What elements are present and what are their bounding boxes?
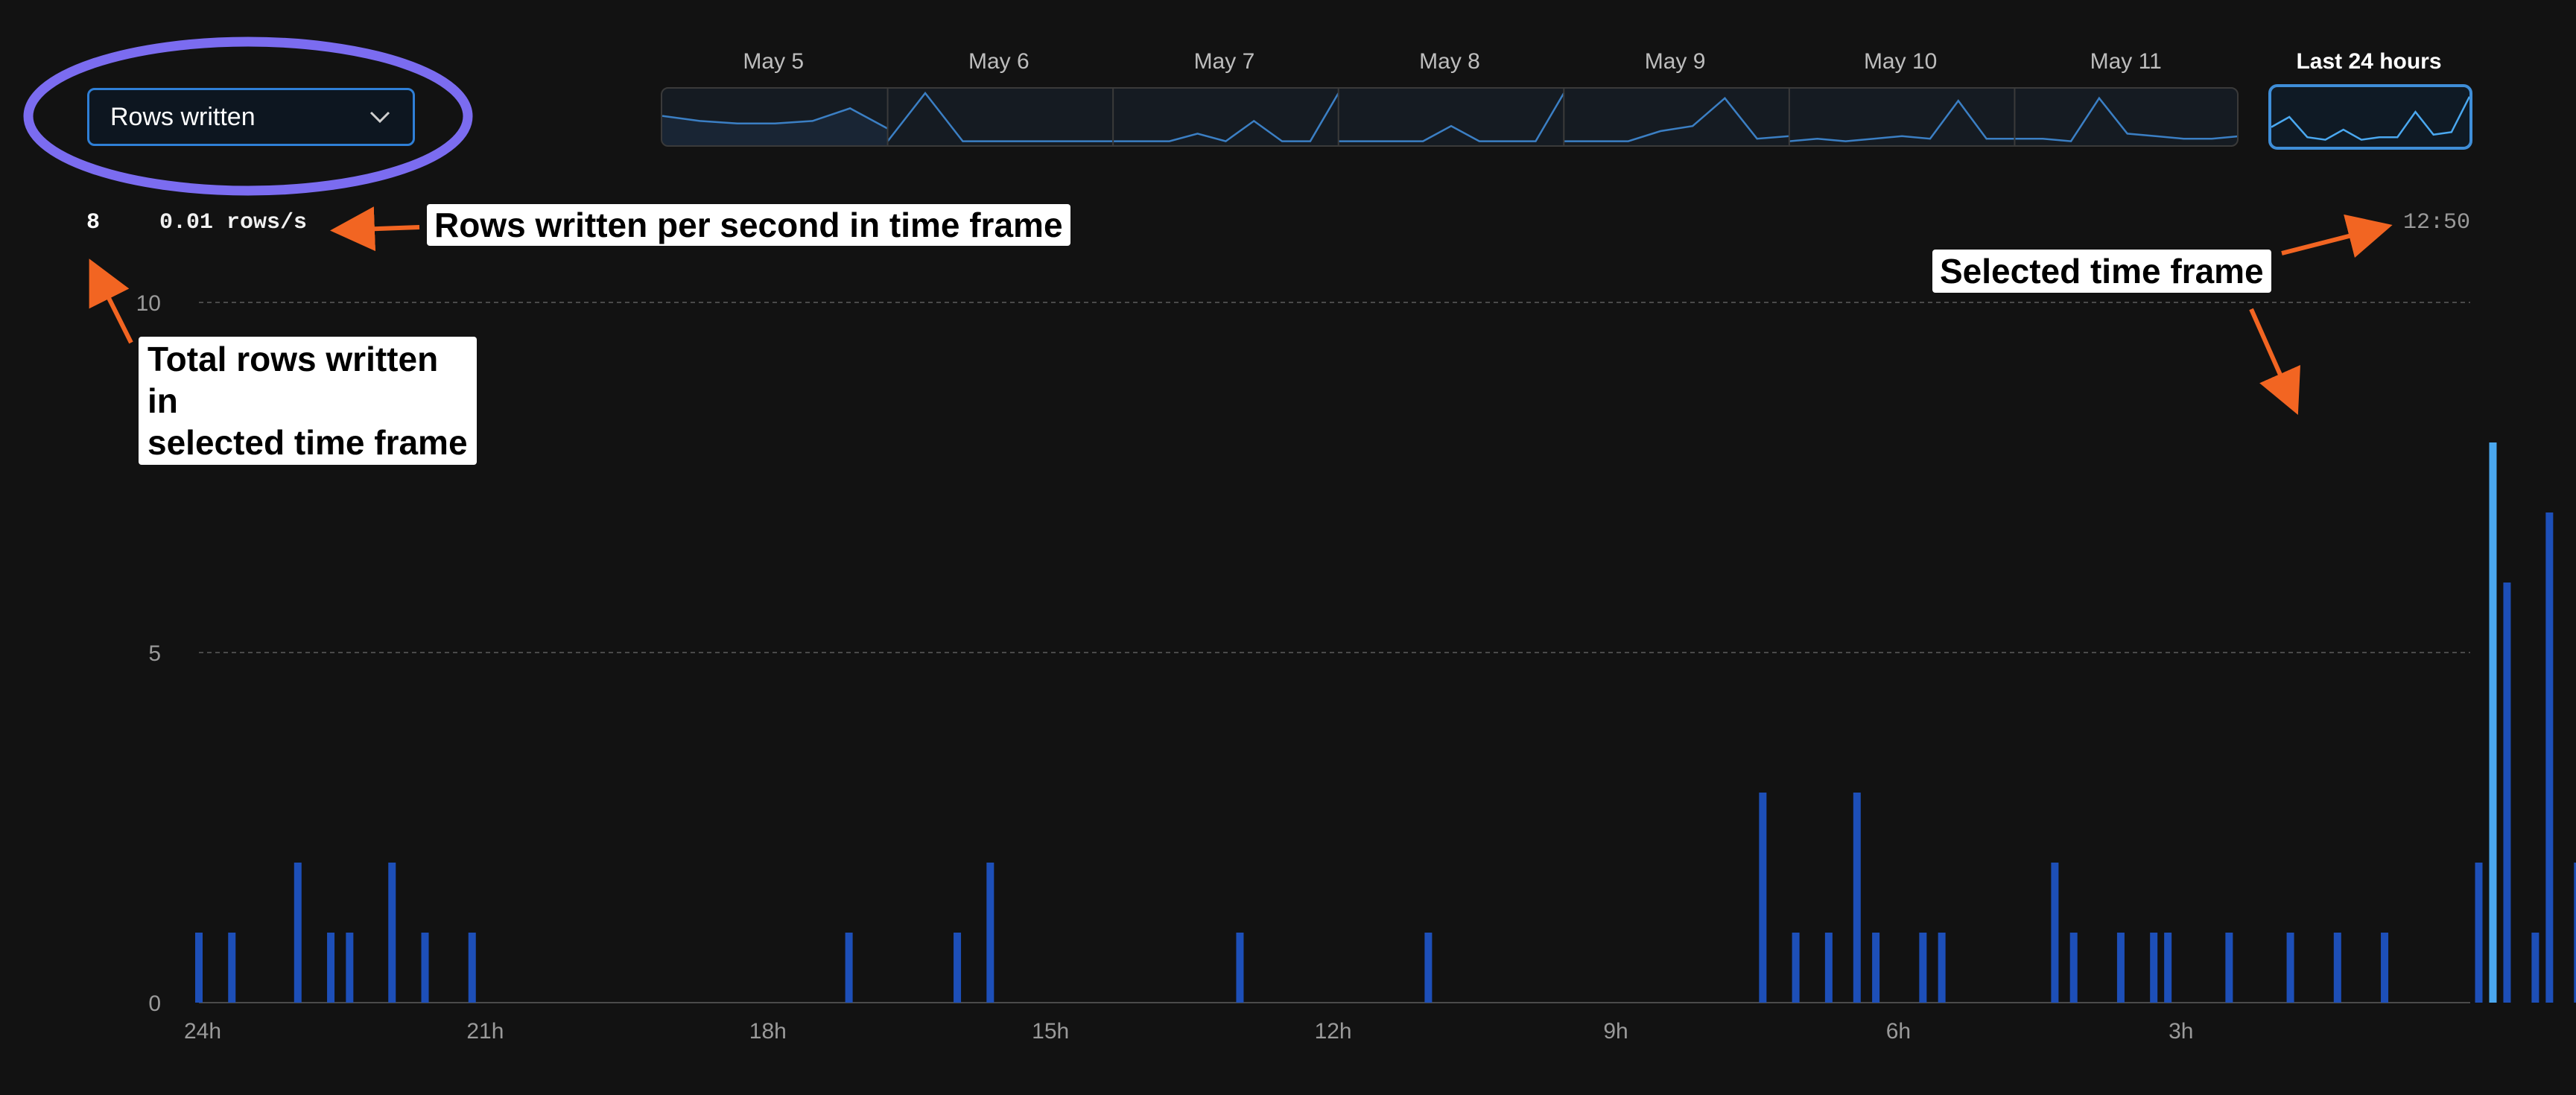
last24-sparkline [2271, 96, 2469, 141]
bar [1792, 933, 1800, 1003]
bar [2531, 933, 2539, 1003]
day-label: May 9 [1644, 49, 1706, 74]
x-tick-label: 24h [184, 1019, 221, 1044]
bar [2164, 933, 2172, 1003]
sparkline [662, 107, 889, 130]
bar [2286, 933, 2294, 1003]
bar [954, 933, 962, 1003]
y-tick-label: 5 [148, 641, 161, 666]
bar-selected [2489, 442, 2497, 1003]
bar [468, 933, 476, 1003]
sparkline [2014, 96, 2237, 142]
x-tick-label: 21h [466, 1019, 504, 1044]
bar [1236, 933, 1244, 1003]
bar [421, 933, 429, 1003]
bar [294, 863, 302, 1003]
bar [1424, 933, 1433, 1003]
bar [1938, 933, 1946, 1003]
sparkline [1789, 99, 2015, 142]
bar [2225, 933, 2233, 1003]
bar [1872, 933, 1880, 1003]
y-tick-label: 10 [136, 291, 161, 316]
sparkline [1113, 92, 1339, 142]
end-time: 12:50 [2403, 210, 2471, 235]
bar [2051, 863, 2059, 1003]
x-tick-label: 9h [1603, 1019, 1628, 1044]
chevron-down-icon [369, 111, 390, 124]
bar [2333, 933, 2341, 1003]
x-tick-label: 3h [2169, 1019, 2193, 1044]
bar [1759, 793, 1767, 1003]
bar [2475, 863, 2483, 1003]
callout-rate: Rows written per second in time frame [427, 204, 1070, 246]
sparkline [1564, 97, 1789, 142]
metric-select[interactable]: Rows written [87, 88, 415, 146]
sparkline [886, 91, 1114, 142]
bar [2116, 933, 2125, 1003]
last24-label: Last 24 hours [2296, 49, 2442, 74]
callout-total-line2: selected time frame [147, 423, 468, 462]
range-strip[interactable] [661, 87, 2239, 147]
y-tick-label: 0 [148, 991, 161, 1016]
callout-selected: Selected time frame [1932, 250, 2271, 293]
bar [346, 933, 354, 1003]
day-label: May 5 [743, 49, 805, 74]
sparkline [1338, 92, 1565, 142]
bar [2150, 933, 2158, 1003]
bar [2069, 933, 2078, 1003]
bar [2574, 863, 2576, 1003]
day-label: May 10 [1863, 49, 1938, 74]
bar [2381, 933, 2389, 1003]
sparkline [2271, 96, 2469, 141]
total-rows-value: 8 [86, 210, 101, 235]
day-label: May 7 [1193, 49, 1255, 74]
sparkline-area [662, 108, 888, 145]
bar [845, 933, 853, 1003]
callout-total: Total rows written in selected time fram… [139, 337, 477, 465]
x-tick-label: 12h [1315, 1019, 1352, 1044]
bar [228, 933, 236, 1003]
day-label: May 6 [968, 49, 1030, 74]
bar [327, 933, 335, 1003]
bar [1853, 793, 1861, 1003]
x-tick-label: 6h [1886, 1019, 1911, 1044]
range-strip-sparklines [662, 89, 2237, 145]
bar [1919, 933, 1927, 1003]
x-tick-label: 15h [1032, 1019, 1069, 1044]
bar [986, 863, 994, 1003]
bar [2545, 512, 2554, 1003]
callout-total-line1: Total rows written in [147, 340, 439, 420]
metric-select-label: Rows written [110, 102, 256, 131]
bar [195, 933, 203, 1003]
day-label: May 11 [2090, 49, 2162, 74]
bar [1824, 933, 1833, 1003]
bar [2503, 583, 2511, 1003]
highlight-ellipse [23, 36, 473, 196]
x-tick-label: 18h [749, 1019, 787, 1044]
rows-per-second-value: 0.01 rows/s [159, 210, 308, 235]
bar [388, 863, 396, 1003]
range-last-24-hours[interactable] [2268, 84, 2472, 150]
day-label: May 8 [1419, 49, 1480, 74]
